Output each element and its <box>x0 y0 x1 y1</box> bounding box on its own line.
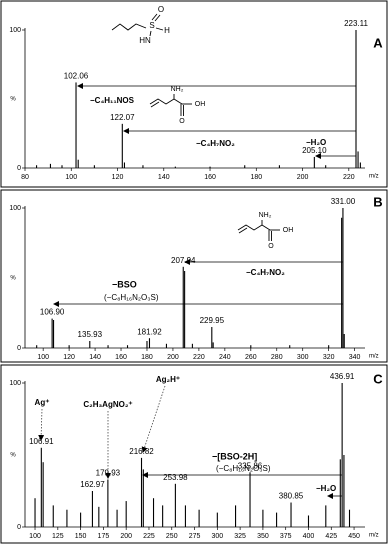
annotation: S <box>149 21 154 30</box>
x-tick-label: 350 <box>257 533 269 540</box>
x-tick-label: 140 <box>89 354 101 361</box>
x-tick-label: 200 <box>297 174 309 181</box>
x-tick-label: 125 <box>52 533 64 540</box>
x-tick-label: 340 <box>349 354 361 361</box>
y-tick-label: 100 <box>9 380 21 387</box>
peak-label: 162.97 <box>80 480 105 489</box>
x-tick-label: 220 <box>343 174 355 181</box>
annotation: O <box>158 5 164 14</box>
panel-frame <box>0 0 388 188</box>
peak-label: 122.07 <box>110 113 135 122</box>
peak-label: 205.10 <box>302 146 327 155</box>
x-tick-label: 180 <box>141 354 153 361</box>
annotation: −H₂O <box>316 484 336 493</box>
x-tick-label: 120 <box>63 354 75 361</box>
annotation: Ag⁺ <box>35 398 50 407</box>
x-tick-label: 250 <box>166 533 178 540</box>
x-axis-label: m/z <box>369 174 379 180</box>
annotation: OH <box>283 227 294 234</box>
x-tick-label: 80 <box>21 174 29 181</box>
annotation: H <box>164 26 170 35</box>
annotation: −[BSO-2H] <box>212 451 257 461</box>
x-tick-label: 300 <box>211 533 223 540</box>
peak-label: 380.85 <box>279 492 304 501</box>
annotation: C₂H₃AgNO₂⁺ <box>83 400 132 409</box>
annotation: NH₂ <box>171 86 184 93</box>
x-tick-label: 175 <box>98 533 110 540</box>
annotation: Ag₂H⁺ <box>156 375 180 384</box>
annotation: HN <box>139 36 151 45</box>
structure <box>111 13 280 241</box>
x-tick-label: 425 <box>325 533 337 540</box>
peak-label: 135.93 <box>78 330 103 339</box>
x-tick-label: 275 <box>189 533 201 540</box>
x-axis-label: m/z <box>369 354 379 360</box>
annotation: O <box>268 243 274 250</box>
y-tick-label: 0 <box>17 165 21 172</box>
annotation: −C₄H₇NO₂ <box>246 268 285 277</box>
x-tick-label: 140 <box>158 174 170 181</box>
peak-label: 102.06 <box>64 72 89 81</box>
y-tick-label: 0 <box>17 524 21 531</box>
peak-label: 223.11 <box>344 19 368 28</box>
annotation: −BSO <box>112 279 137 289</box>
annotation: −C₄H₁₁NOS <box>90 96 135 105</box>
x-axis-label: m/z <box>369 533 379 539</box>
peak-label: 106.90 <box>40 308 65 317</box>
panel-label: A <box>373 35 383 50</box>
y-tick-label: 100 <box>9 27 21 34</box>
arrows <box>38 83 356 499</box>
panel-frame <box>0 189 388 363</box>
x-tick-label: 100 <box>37 354 49 361</box>
x-tick-label: 320 <box>323 354 335 361</box>
x-tick-label: 160 <box>115 354 127 361</box>
peak-label: 229.95 <box>200 316 225 325</box>
annotation: −C₄H₇NO₂ <box>196 139 235 148</box>
x-tick-label: 120 <box>112 174 124 181</box>
annotation: OH <box>195 101 206 108</box>
annotation: (−C₈H₁₆N₂O₃S) <box>104 293 159 302</box>
x-tick-label: 220 <box>193 354 205 361</box>
x-tick-label: 240 <box>219 354 231 361</box>
x-tick-label: 180 <box>250 174 262 181</box>
annotation: (−C₈H₁₆N₂O₃S) <box>216 464 271 473</box>
peak-label: 106.91 <box>29 437 54 446</box>
annotation: O <box>179 118 185 125</box>
x-tick-label: 100 <box>29 533 41 540</box>
x-tick-label: 100 <box>65 174 77 181</box>
annotation: NH₂ <box>259 212 272 219</box>
peak-label: 253.98 <box>163 473 188 482</box>
peak-label: 436.91 <box>330 372 355 381</box>
peak-label: 335.86 <box>238 461 263 470</box>
x-tick-label: 225 <box>143 533 155 540</box>
x-tick-label: 450 <box>348 533 360 540</box>
x-tick-label: 200 <box>167 354 179 361</box>
panel-label: C <box>373 371 383 386</box>
peak-label: 181.92 <box>137 327 162 336</box>
x-tick-label: 260 <box>245 354 257 361</box>
annotation: −H₂O <box>306 138 326 147</box>
y-axis-label: % <box>10 453 16 459</box>
y-axis-label: % <box>10 97 16 103</box>
peak-label: 179.93 <box>96 469 121 478</box>
panel-label: B <box>373 194 382 209</box>
y-tick-label: 0 <box>17 345 21 352</box>
x-tick-label: 325 <box>234 533 246 540</box>
x-tick-label: 150 <box>75 533 87 540</box>
x-tick-label: 300 <box>297 354 309 361</box>
peak-label: 207.94 <box>171 256 196 265</box>
y-tick-label: 100 <box>9 205 21 212</box>
x-tick-label: 280 <box>271 354 283 361</box>
x-tick-label: 160 <box>204 174 216 181</box>
x-tick-label: 200 <box>120 533 132 540</box>
panel-frame <box>0 364 388 544</box>
x-tick-label: 375 <box>280 533 292 540</box>
x-tick-label: 400 <box>303 533 315 540</box>
peak-label: 216.82 <box>129 447 154 456</box>
peak-label: 331.00 <box>331 197 356 206</box>
y-axis-label: % <box>10 276 16 282</box>
